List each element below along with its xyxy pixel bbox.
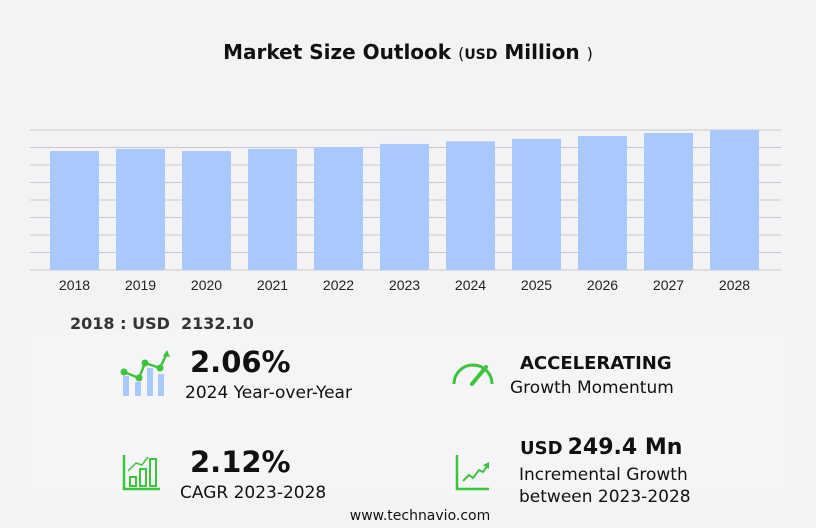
- x-tick-label: 2021: [257, 277, 288, 293]
- baseline-label: 2018 : USD: [70, 314, 170, 333]
- bar-2019: [116, 148, 165, 270]
- title-text: Market Size Outlook: [223, 40, 452, 64]
- title-paren-close: ): [586, 44, 593, 63]
- x-tick-label: 2026: [587, 277, 618, 293]
- line-growth-icon: [455, 455, 489, 491]
- incremental-period: between 2023-2028: [519, 487, 691, 507]
- title-paren: (: [458, 44, 465, 63]
- x-tick-label: 2024: [455, 277, 486, 293]
- bar-chart: 2018 2019 2020 2021 2022 2023 2024 2025 2026 2027…: [30, 129, 781, 293]
- bar-2023: [380, 143, 429, 270]
- incremental-label: Incremental Growth: [519, 465, 688, 485]
- x-tick-label: 2023: [389, 277, 420, 293]
- momentum-value: ACCELERATING: [520, 353, 672, 374]
- cagr-value: 2.12%: [190, 445, 291, 479]
- bar-2018: [50, 150, 99, 270]
- x-tick-label: 2019: [125, 277, 156, 293]
- momentum-label: Growth Momentum: [510, 378, 674, 398]
- growth-chart-icon: [120, 350, 170, 396]
- incremental-number: 249.4 Mn: [567, 435, 683, 460]
- bar-2028: [710, 130, 759, 270]
- baseline-number: 2132.10: [181, 314, 254, 333]
- chart-title: Market Size Outlook (USD Million ): [0, 40, 816, 64]
- x-tick-label: 2025: [521, 277, 552, 293]
- bar-2022: [314, 146, 363, 270]
- bar-2024: [446, 141, 495, 270]
- bar-2027: [644, 132, 693, 270]
- bar-2020: [182, 151, 231, 270]
- x-tick-label: 2022: [323, 277, 354, 293]
- title-unit-rest: Million: [504, 40, 580, 64]
- x-tick-label: 2027: [653, 277, 684, 293]
- footer-url: www.technavio.com: [349, 508, 491, 524]
- cagr-label: CAGR 2023-2028: [180, 483, 327, 503]
- incremental-prefix: USD: [520, 438, 563, 459]
- yoy-value: 2.06%: [190, 345, 291, 379]
- x-tick-label: 2018: [59, 277, 90, 293]
- x-tick-label: 2028: [719, 277, 750, 293]
- bar-2025: [512, 138, 561, 270]
- baseline-value: 2018 : USD 2132.10: [70, 314, 254, 333]
- bar-growth-icon: [122, 455, 160, 491]
- speedometer-icon: [452, 363, 494, 386]
- bar-2026: [578, 136, 627, 270]
- x-tick-label: 2020: [191, 277, 222, 293]
- yoy-label: 2024 Year-over-Year: [185, 383, 352, 403]
- incremental-value: USD 249.4 Mn: [520, 435, 682, 460]
- bar-2021: [248, 148, 297, 270]
- title-unit: USD: [464, 47, 498, 63]
